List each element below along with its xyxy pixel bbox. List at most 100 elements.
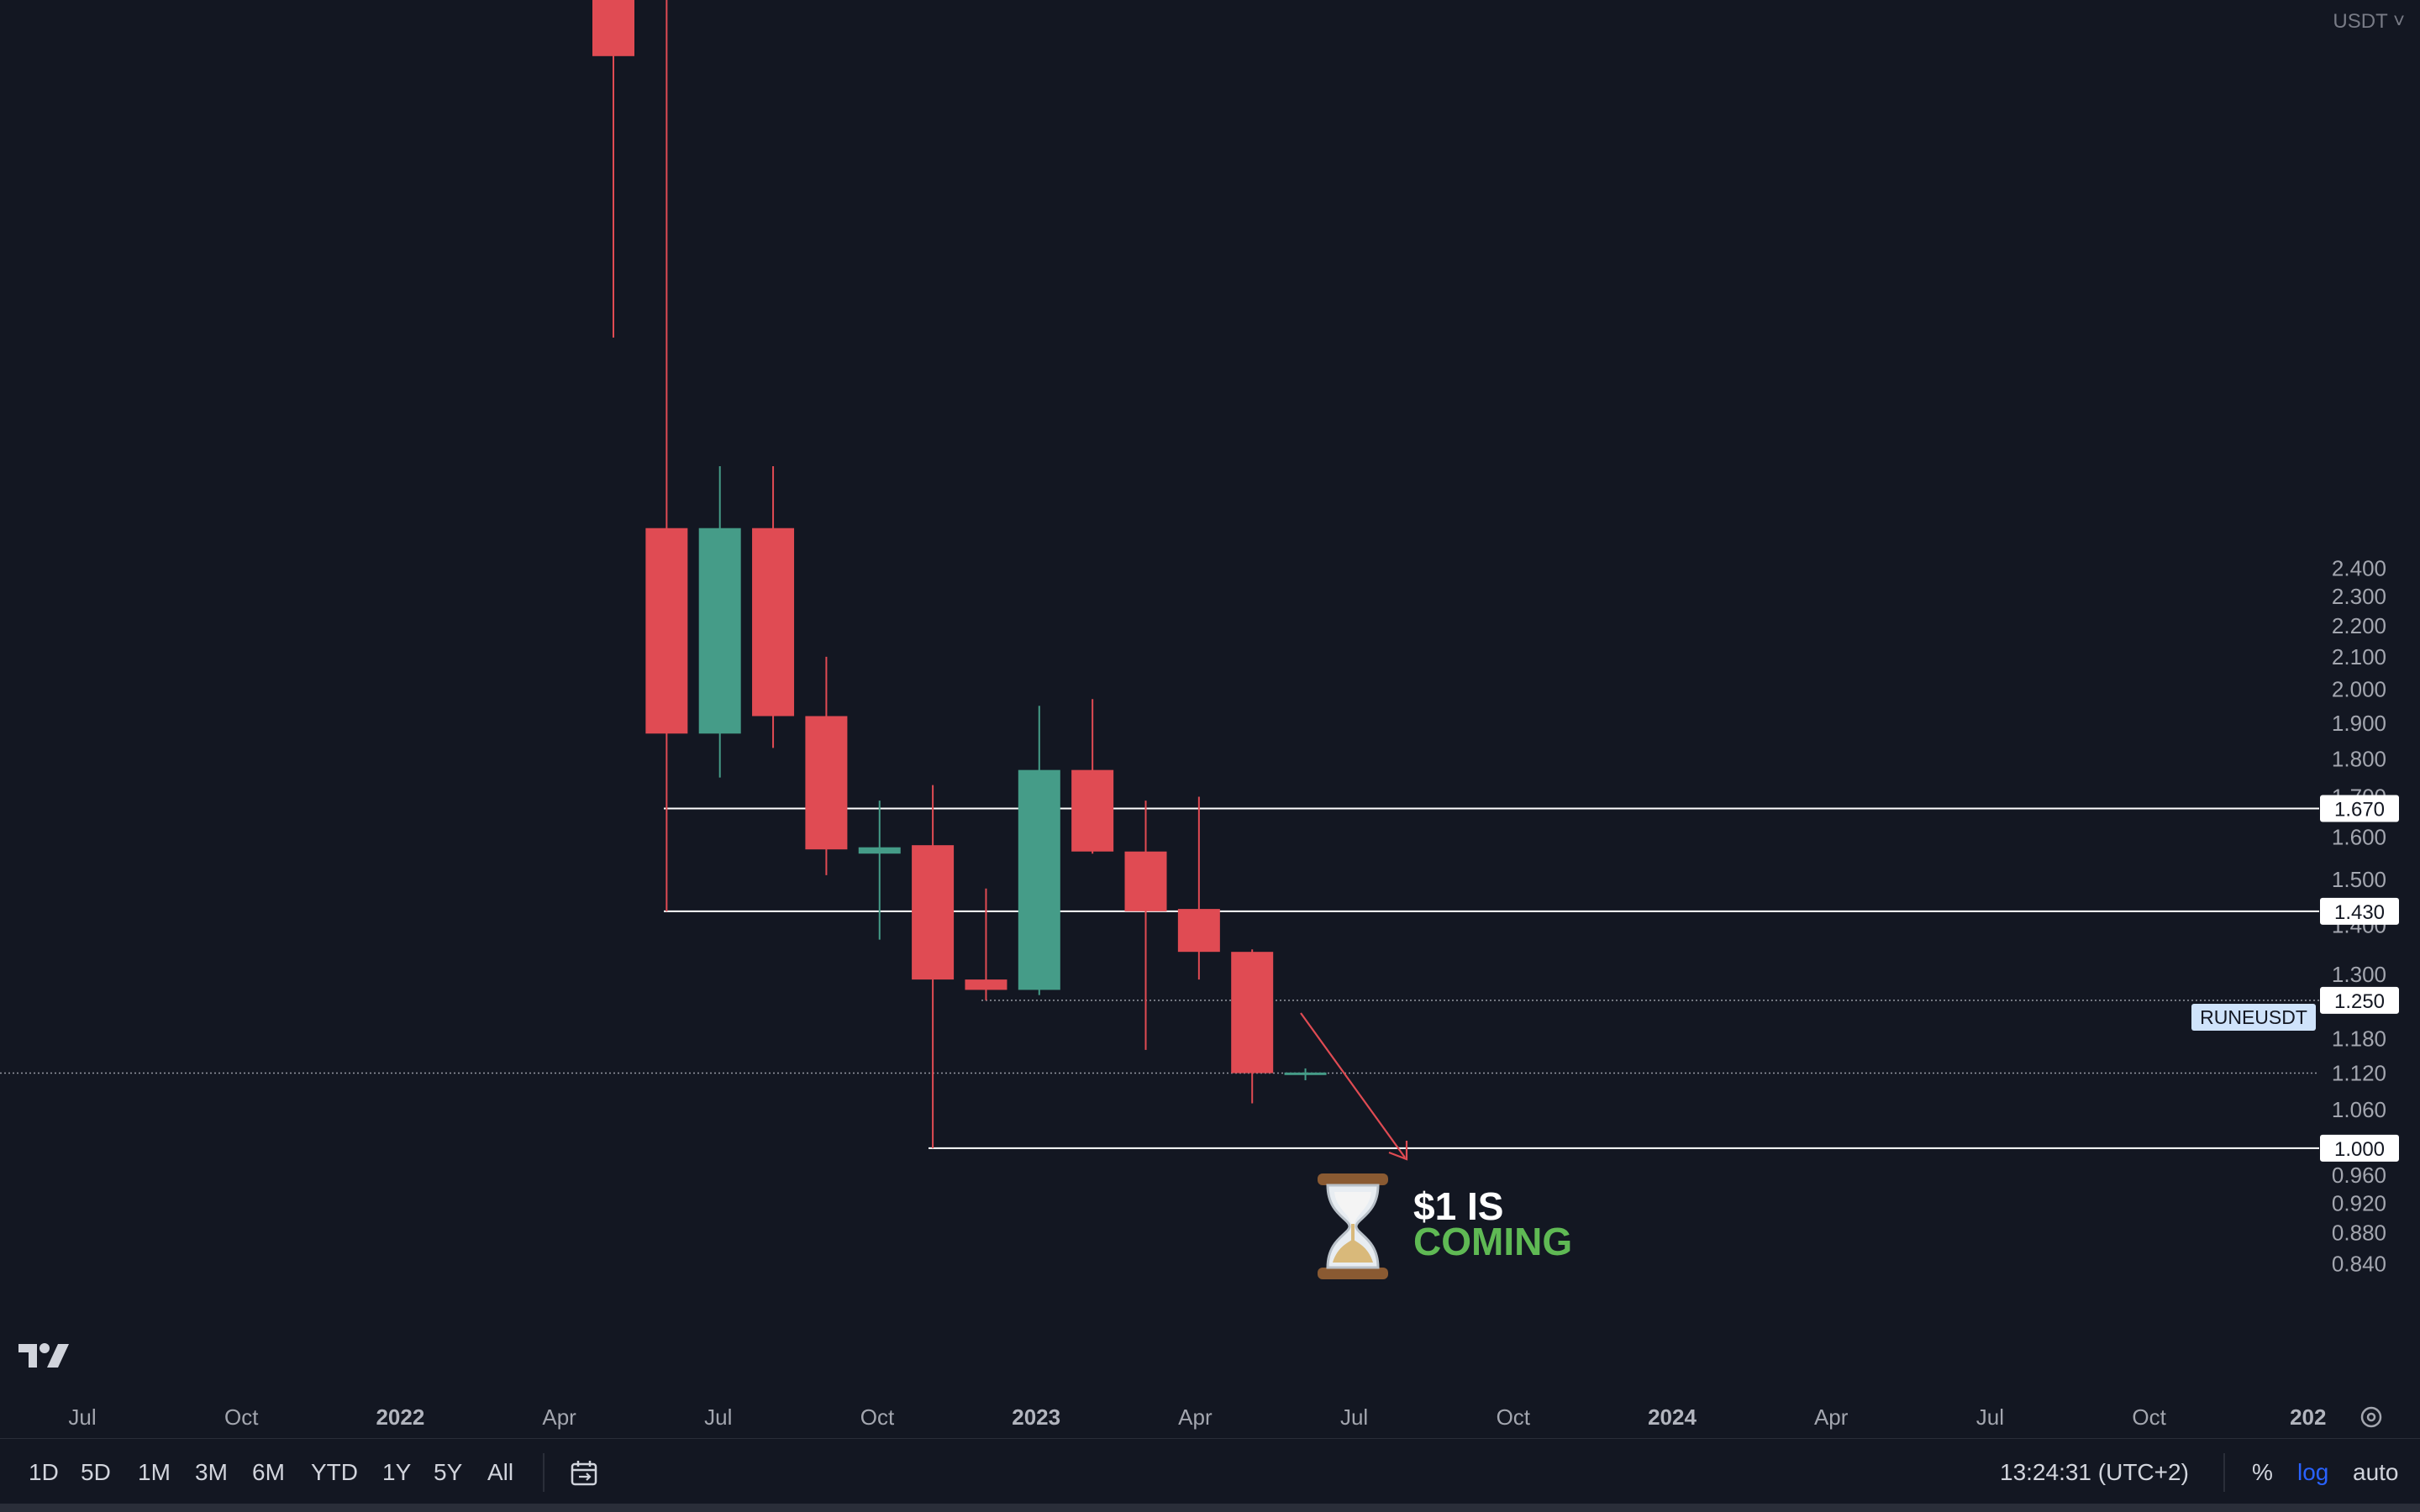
time-tick-label: Apr xyxy=(542,1404,576,1430)
projection-arrow-line xyxy=(1300,1012,1406,1158)
range-6m-button[interactable]: 6M xyxy=(252,1459,285,1485)
time-tick-label: Jul xyxy=(68,1404,96,1430)
candle xyxy=(1231,949,1274,1104)
price-tick-label: 1.500 xyxy=(2332,867,2386,892)
candle xyxy=(698,465,741,778)
candle xyxy=(752,465,795,748)
hourglass-icon xyxy=(1318,1173,1388,1279)
range-3m-button[interactable]: 3M xyxy=(195,1459,228,1485)
range-all-button[interactable]: All xyxy=(487,1459,514,1485)
level-badge-label: 1.250 xyxy=(2334,990,2385,1013)
candle-body xyxy=(912,845,955,980)
price-tick-label: 1.300 xyxy=(2332,962,2386,987)
auto-scale-toggle[interactable]: auto xyxy=(2353,1459,2399,1485)
candle-body xyxy=(1018,769,1060,990)
time-tick-label: 2024 xyxy=(1648,1404,1697,1430)
candle xyxy=(1124,801,1167,1050)
candle-body xyxy=(1231,952,1274,1074)
settings-gear-icon[interactable] xyxy=(2360,1406,2382,1428)
last-price-badge-box xyxy=(2191,1004,2316,1031)
chevron-down-icon: ˅ xyxy=(2387,10,2405,33)
tradingview-logo[interactable] xyxy=(18,1342,71,1373)
clock-timezone[interactable]: 13:24:31 (UTC+2) xyxy=(2000,1459,2189,1485)
projection-arrow xyxy=(1300,1012,1408,1161)
candle-body xyxy=(1177,909,1220,953)
price-tick-label: 0.920 xyxy=(2332,1191,2386,1216)
candle-body xyxy=(752,528,795,717)
price-tick-label: 1.800 xyxy=(2332,746,2386,771)
candle xyxy=(645,0,688,911)
currency-selector[interactable]: USDT ˅ xyxy=(2333,10,2405,34)
price-tick-label: 2.200 xyxy=(2332,613,2386,638)
last-price-badge: RUNEUSDT xyxy=(2191,1004,2316,1031)
price-tick-label: 1.900 xyxy=(2332,711,2386,736)
annotation-line-2: COMING xyxy=(1413,1220,1573,1263)
candle-body xyxy=(805,716,848,850)
price-tick-label: 1.180 xyxy=(2332,1026,2386,1051)
candle xyxy=(965,888,1007,1000)
candle-body xyxy=(592,0,634,56)
range-5y-button[interactable]: 5Y xyxy=(434,1459,463,1485)
time-tick-label: Jul xyxy=(704,1404,732,1430)
candle xyxy=(912,785,955,1148)
level-badges: 1.670 1.430 1.250 1.000 xyxy=(2320,795,2399,1162)
price-tick-label: 2.300 xyxy=(2332,584,2386,609)
candle xyxy=(1071,699,1114,854)
candle xyxy=(805,656,848,875)
time-tick-label: 2022 xyxy=(376,1404,424,1430)
candle xyxy=(1018,706,1060,995)
annotation: $1 IS COMING xyxy=(1311,1172,1597,1281)
level-badge-box xyxy=(2320,1134,2399,1162)
candle-body xyxy=(645,528,688,734)
price-tick-label: 1.600 xyxy=(2332,824,2386,849)
time-tick-label: Apr xyxy=(1814,1404,1849,1430)
time-tick-label: Oct xyxy=(2132,1404,2166,1430)
time-tick-label: Oct xyxy=(1497,1404,1531,1430)
range-5d-button[interactable]: 5D xyxy=(81,1459,111,1485)
price-tick-label: 0.880 xyxy=(2332,1221,2386,1246)
range-1d-button[interactable]: 1D xyxy=(29,1459,59,1485)
annotation-line-1: $1 IS xyxy=(1413,1184,1504,1228)
candles xyxy=(592,0,1327,1148)
time-tick-label: Oct xyxy=(860,1404,895,1430)
time-tick-label: Oct xyxy=(224,1404,259,1430)
percent-toggle[interactable]: % xyxy=(2252,1459,2273,1485)
level-badge-label: 1.000 xyxy=(2334,1138,2385,1161)
price-tick-label: 1.060 xyxy=(2332,1097,2386,1122)
candle-body xyxy=(1071,769,1114,852)
price-tick-label: 0.840 xyxy=(2332,1251,2386,1276)
candle-body xyxy=(965,979,1007,990)
time-tick-label: Jul xyxy=(1340,1404,1368,1430)
bottom-strip xyxy=(0,1504,2420,1512)
level-badge-box xyxy=(2320,986,2399,1014)
price-tick-label: 2.100 xyxy=(2332,644,2386,669)
range-ytd-button[interactable]: YTD xyxy=(311,1459,358,1485)
candle-body xyxy=(858,847,901,854)
log-scale-toggle[interactable]: log xyxy=(2297,1459,2329,1485)
level-badge-label: 1.670 xyxy=(2334,799,2385,822)
level-badge-label: 1.430 xyxy=(2334,901,2385,924)
bottom-toolbar xyxy=(0,1438,2420,1504)
range-1m-button[interactable]: 1M xyxy=(138,1459,171,1485)
candle xyxy=(858,801,901,940)
candle xyxy=(1284,1068,1327,1081)
candle-body xyxy=(698,528,741,734)
time-tick-label: 202 xyxy=(2290,1404,2326,1430)
price-tick-label: 0.960 xyxy=(2332,1163,2386,1188)
price-tick-label: 1.120 xyxy=(2332,1061,2386,1086)
toolbar-divider xyxy=(543,1453,544,1492)
time-axis[interactable]: Jul Oct 2022 Apr Jul Oct 2023 Apr Jul Oct 2024 Apr J… xyxy=(68,1404,2326,1430)
candle xyxy=(1177,796,1220,980)
time-tick-label: Jul xyxy=(1976,1404,2004,1430)
level-badge-box xyxy=(2320,795,2399,822)
price-tick-label: 2.400 xyxy=(2332,556,2386,581)
candle xyxy=(592,0,634,338)
time-tick-label: Apr xyxy=(1178,1404,1213,1430)
time-tick-label: 2023 xyxy=(1012,1404,1060,1430)
goto-date-icon[interactable] xyxy=(570,1460,600,1491)
price-tick-label: 2.000 xyxy=(2332,676,2386,701)
range-1y-button[interactable]: 1Y xyxy=(382,1459,412,1485)
currency-label: USDT xyxy=(2333,10,2388,33)
candle-body xyxy=(1124,851,1167,911)
